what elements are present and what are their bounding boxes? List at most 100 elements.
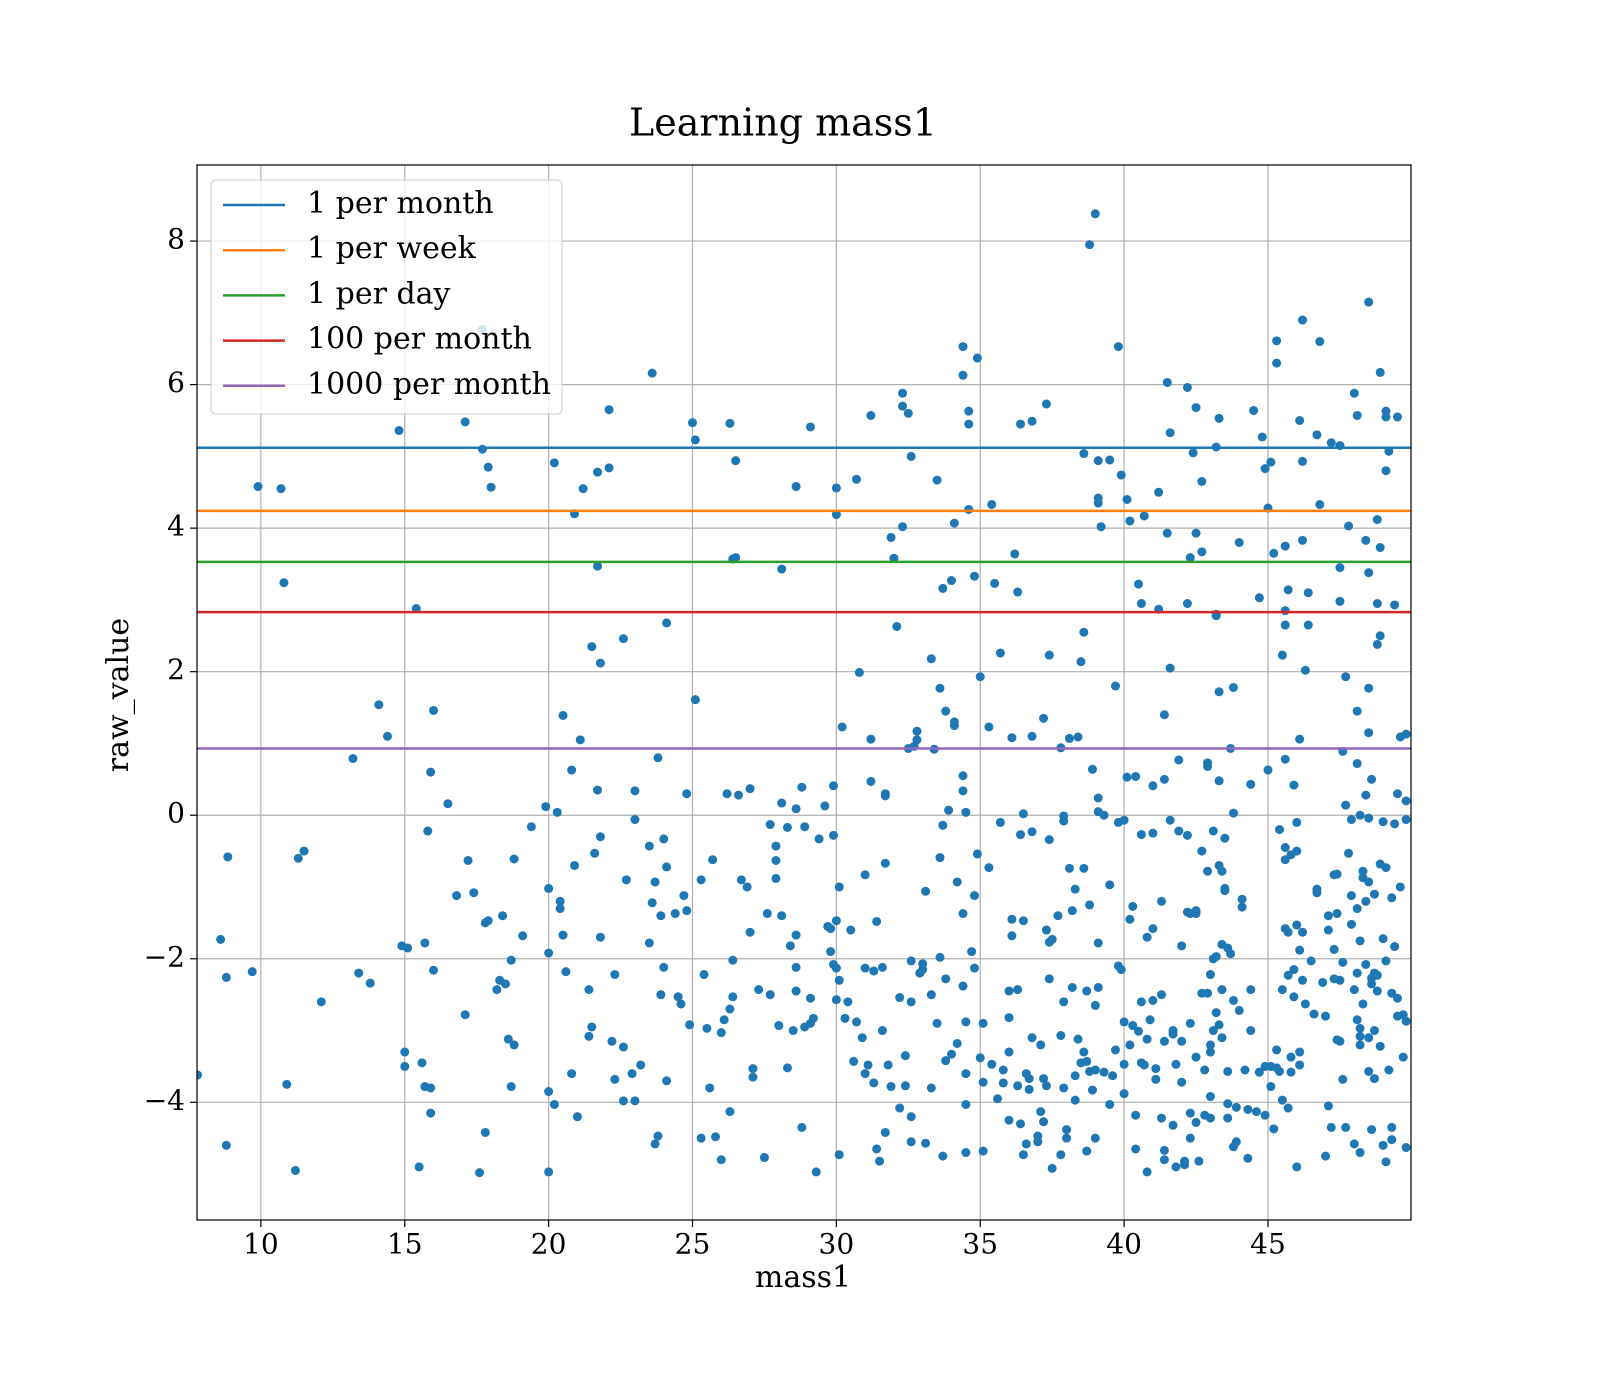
point	[221, 972, 231, 982]
point	[1079, 627, 1089, 637]
point	[1372, 639, 1382, 649]
point	[607, 1036, 617, 1046]
point	[1303, 588, 1313, 598]
point	[771, 855, 781, 865]
point	[1139, 1060, 1149, 1070]
point	[1300, 999, 1310, 1009]
point	[509, 1040, 519, 1050]
chart-title: Learning mass1	[629, 101, 937, 145]
point	[1131, 1110, 1141, 1120]
point	[814, 834, 824, 844]
point	[1194, 1156, 1204, 1166]
point	[1168, 1120, 1178, 1130]
point	[1039, 1074, 1049, 1084]
point	[941, 974, 951, 984]
point	[883, 1060, 893, 1070]
point	[587, 1022, 597, 1032]
point	[1090, 1000, 1100, 1010]
point	[584, 985, 594, 995]
point	[1036, 1040, 1046, 1050]
point	[1108, 1071, 1118, 1081]
point	[791, 482, 801, 492]
point	[731, 456, 741, 466]
point	[840, 1013, 850, 1023]
point	[949, 717, 959, 727]
point	[1116, 470, 1126, 480]
point	[800, 822, 810, 832]
point	[742, 882, 752, 892]
point	[1177, 941, 1187, 951]
point	[1335, 975, 1345, 985]
point	[1378, 934, 1388, 944]
point	[788, 1026, 798, 1036]
point	[460, 417, 470, 427]
point	[1269, 1124, 1279, 1134]
point	[1180, 1156, 1190, 1166]
legend-label: 1 per month	[307, 186, 494, 221]
point	[1125, 914, 1135, 924]
point	[1384, 1065, 1394, 1075]
point	[1254, 593, 1264, 603]
point	[1295, 415, 1305, 425]
point	[1352, 968, 1362, 978]
point	[1361, 790, 1371, 800]
point	[1087, 764, 1097, 774]
point	[570, 860, 580, 870]
point	[1237, 902, 1247, 912]
point	[1182, 830, 1192, 840]
point	[1272, 1045, 1282, 1055]
point	[1338, 957, 1348, 967]
point	[1392, 789, 1402, 799]
point	[725, 1004, 735, 1014]
point	[1367, 979, 1377, 989]
point	[247, 967, 257, 977]
point	[673, 992, 683, 1002]
point	[1375, 1041, 1385, 1051]
point	[1355, 1148, 1365, 1158]
point	[771, 841, 781, 851]
point	[1231, 1137, 1241, 1147]
point	[969, 891, 979, 901]
point	[846, 925, 856, 935]
point	[967, 947, 977, 957]
point	[477, 444, 487, 454]
point	[1364, 683, 1374, 693]
point	[1332, 909, 1342, 919]
point	[426, 1083, 436, 1093]
point	[354, 968, 364, 978]
point	[719, 1015, 729, 1025]
point	[1364, 813, 1374, 823]
point	[653, 753, 663, 763]
point	[1208, 826, 1218, 836]
point	[676, 999, 686, 1009]
point	[866, 734, 876, 744]
point	[1079, 1047, 1089, 1057]
y-tick-label: −4	[144, 1084, 185, 1117]
point	[1390, 942, 1400, 952]
point	[1298, 456, 1308, 466]
point	[791, 804, 801, 814]
point	[805, 993, 815, 1003]
point	[1277, 1095, 1287, 1105]
point	[745, 784, 755, 794]
point	[1272, 336, 1282, 346]
point	[1131, 771, 1141, 781]
point	[1372, 986, 1382, 996]
point	[886, 1082, 896, 1092]
point	[826, 924, 836, 934]
point	[1372, 970, 1382, 980]
point	[1387, 893, 1397, 903]
point	[696, 875, 706, 885]
point	[1266, 457, 1276, 467]
point	[958, 786, 968, 796]
point	[782, 1063, 792, 1073]
point	[1148, 828, 1158, 838]
point	[895, 1103, 905, 1113]
point	[1203, 988, 1213, 998]
point	[506, 955, 516, 965]
point	[921, 1138, 931, 1148]
point	[765, 990, 775, 1000]
x-tick-label: 30	[819, 1228, 855, 1261]
point	[1205, 1040, 1215, 1050]
point	[1004, 1047, 1014, 1057]
